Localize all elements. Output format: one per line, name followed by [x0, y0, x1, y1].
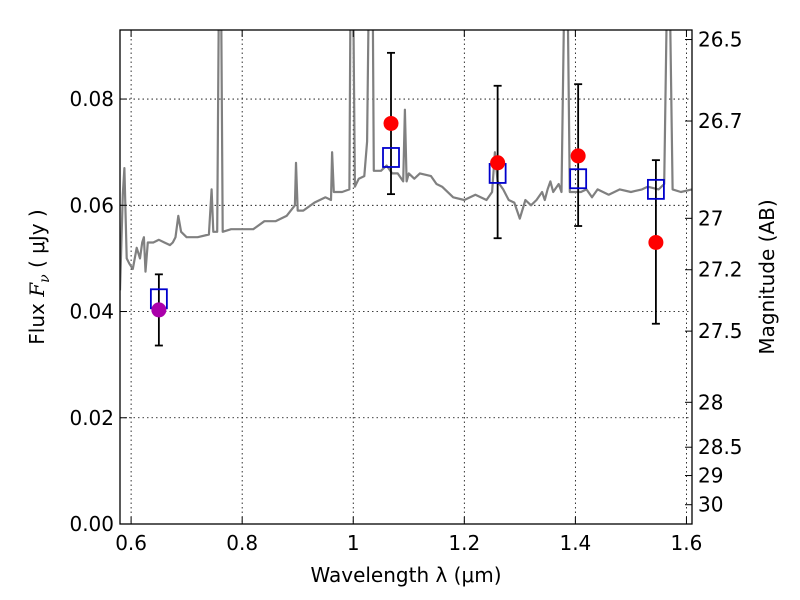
x-tick-label: 0.8 — [226, 531, 258, 555]
model-point — [569, 168, 588, 190]
x-tick-label: 0.6 — [115, 531, 147, 555]
model-point — [382, 147, 400, 168]
y2-tick-label: 27.2 — [698, 258, 743, 282]
model-point — [647, 178, 665, 200]
grid-lines — [120, 30, 692, 525]
observed-point — [648, 234, 664, 250]
spectrum-line — [120, 30, 692, 291]
y2-tick-label: 26.7 — [698, 109, 743, 133]
x-axis-title: Wavelength λ (μm) — [310, 563, 501, 587]
y-tick-label: 0.04 — [69, 300, 114, 324]
y2-tick-label: 26.5 — [698, 28, 743, 52]
plot-frame — [119, 29, 693, 525]
y2-tick-label: 27.5 — [698, 319, 743, 343]
y-tick-label: 0.02 — [69, 406, 114, 430]
right-axis-title: Magnitude (AB) — [755, 199, 779, 354]
observed-point — [570, 148, 586, 164]
spectrum-layer — [120, 30, 692, 291]
y-axis-title-prefix: Flux — [25, 297, 49, 345]
tick-labels: 0.6 0.8 1 1.2 1.4 1.6 0.00 0.02 0.04 0.06 0.08 26.5… — [69, 28, 742, 555]
axis-ticks — [120, 30, 692, 525]
y2-tick-label: 29 — [698, 464, 723, 488]
model-points-layer — [149, 147, 665, 310]
y2-tick-label: 27 — [698, 206, 723, 230]
y-axis-title-subscript: ν — [37, 274, 53, 283]
observed-point — [490, 155, 506, 171]
observed-point — [151, 302, 167, 318]
y-axis-title: Flux Fν ( μJy ) — [25, 209, 53, 344]
y-tick-label: 0.00 — [69, 512, 114, 536]
x-tick-label: 1.4 — [559, 531, 591, 555]
y2-tick-label: 28.5 — [698, 435, 743, 459]
x-tick-label: 1.6 — [671, 531, 703, 555]
y-axis-title-units: ( μJy ) — [25, 209, 49, 274]
y2-tick-label: 30 — [698, 493, 723, 517]
x-tick-label: 1.2 — [448, 531, 480, 555]
x-tick-label: 1 — [347, 531, 360, 555]
y2-tick-label: 28 — [698, 390, 723, 414]
observed-point — [383, 115, 399, 131]
errorbar-layer — [154, 51, 660, 347]
y-axis-title-symbol: F — [25, 282, 49, 298]
observed-points-layer — [151, 115, 664, 318]
y-tick-label: 0.06 — [69, 193, 114, 217]
y-tick-label: 0.08 — [69, 87, 114, 111]
